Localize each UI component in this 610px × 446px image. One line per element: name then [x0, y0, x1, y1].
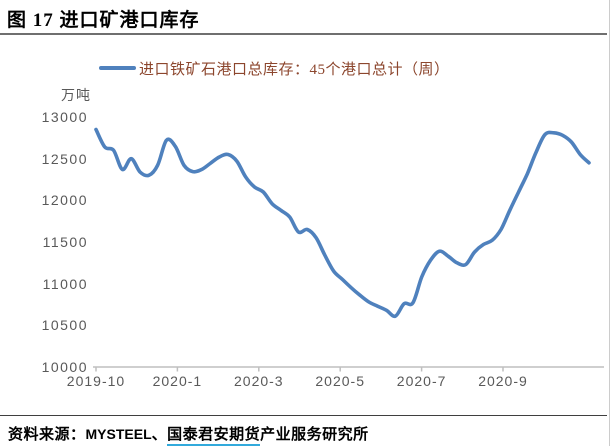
y-axis-unit-label: 万吨 [61, 89, 91, 104]
x-tick-label: 2020-1 [152, 373, 203, 389]
source-label: 资料来源： [8, 427, 86, 443]
source-note: 资料来源：MYSTEEL、国泰君安期货产业服务研究所 [8, 423, 369, 446]
y-tick-label: 10500 [41, 317, 88, 334]
y-tick-label: 12500 [41, 150, 88, 167]
title-divider [0, 33, 607, 35]
x-tick-label: 2020-7 [396, 373, 447, 389]
x-tick-label: 2020-5 [315, 373, 365, 389]
x-tick-label: 2020-9 [478, 373, 528, 389]
x-tick-label: 2019-10 [66, 373, 126, 389]
figure-title: 图 17 进口矿港口库存 [7, 10, 200, 31]
legend-line-marker-icon [99, 66, 136, 70]
inventory-series-line [94, 127, 591, 319]
x-tick-label: 2020-3 [234, 373, 284, 389]
source-mysteel: MYSTEEL [85, 426, 152, 442]
y-tick-label: 11500 [42, 234, 88, 250]
footer-divider [0, 415, 607, 416]
source-separator: 、 [151, 427, 168, 443]
y-tick-label: 12000 [41, 192, 88, 209]
y-tick-label: 11000 [42, 275, 88, 292]
chart-legend: 进口铁矿石港口总库存：45个港口总计（周） [99, 57, 450, 79]
y-tick-label: 13000 [41, 109, 88, 125]
gtja-futures-link[interactable]: 国泰君安期货 [167, 427, 261, 446]
legend-label: 进口铁矿石港口总库存：45个港口总计（周） [139, 61, 450, 78]
y-tick-label: 10000 [41, 359, 88, 375]
source-suffix: 产业服务研究所 [260, 427, 369, 443]
